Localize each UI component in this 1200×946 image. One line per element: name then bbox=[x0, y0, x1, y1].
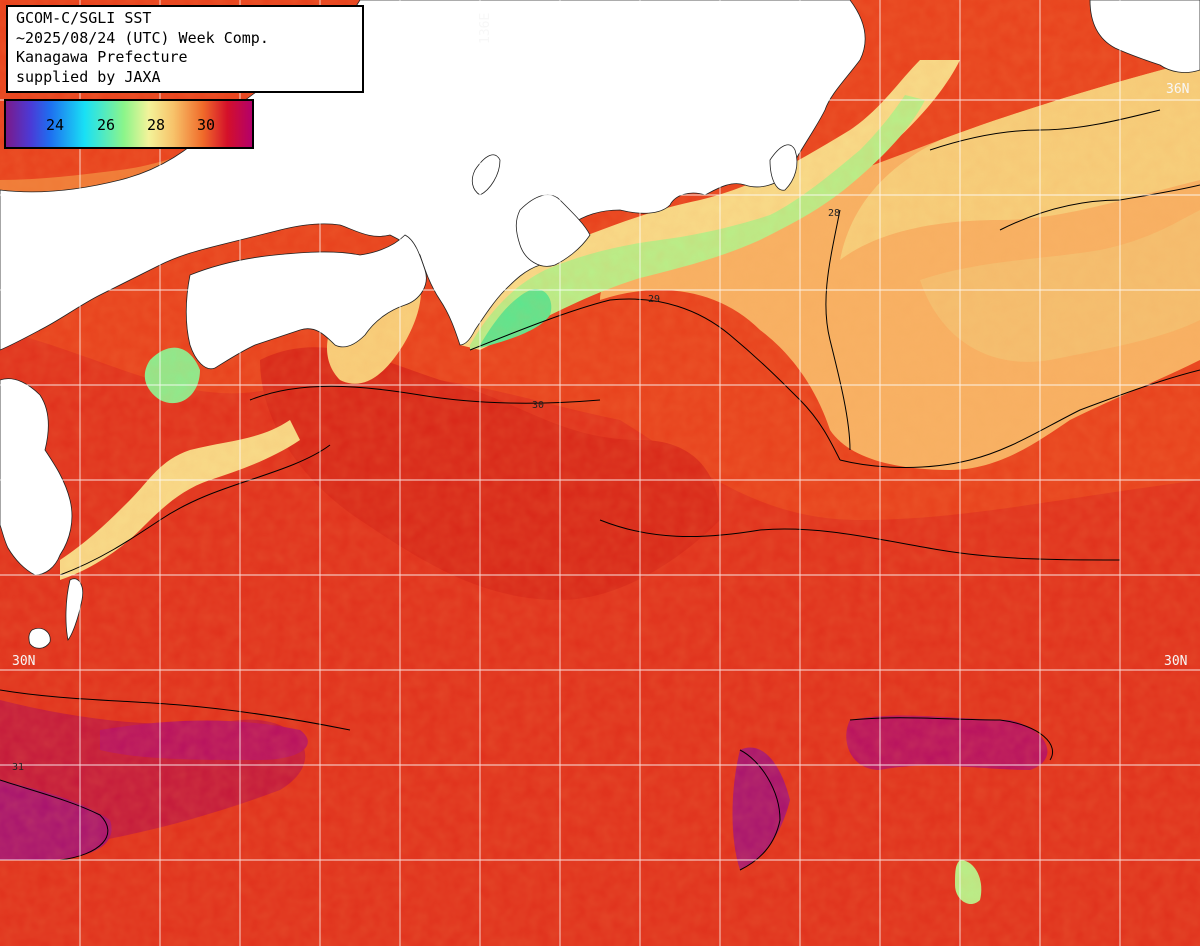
land-kanto bbox=[1089, 0, 1200, 73]
color-bar-tick-30: 30 bbox=[197, 116, 216, 134]
lon-label-136e: 136E bbox=[478, 12, 493, 44]
land-yakushima bbox=[28, 627, 51, 649]
lat-label-30n-right: 30N bbox=[1164, 654, 1188, 669]
contour-label-30: 30 bbox=[532, 400, 544, 411]
title-line-region: Kanagawa Prefecture bbox=[16, 48, 188, 66]
land-kyushu bbox=[0, 378, 73, 576]
land-shikoku bbox=[185, 234, 427, 370]
title-line-product: GCOM-C/SGLI SST bbox=[16, 9, 152, 27]
contour-label-28: 28 bbox=[828, 208, 840, 219]
contour-label-29: 29 bbox=[648, 294, 660, 305]
lat-label-30n-left: 30N bbox=[12, 654, 36, 669]
color-bar-tick-28: 28 bbox=[147, 116, 166, 134]
color-bar-legend: 24 26 28 30 bbox=[4, 99, 254, 149]
color-bar-tick-26: 26 bbox=[97, 116, 116, 134]
land-honshu bbox=[0, 0, 866, 351]
color-bar-tick-24: 24 bbox=[46, 116, 65, 134]
land-kii-peninsula bbox=[515, 194, 591, 267]
title-box: GCOM-C/SGLI SST ~2025/08/24 (UTC) Week C… bbox=[6, 5, 364, 93]
land-izu bbox=[769, 144, 798, 191]
land-awaji bbox=[471, 154, 501, 196]
contour-lines bbox=[0, 109, 1200, 871]
title-line-credit: supplied by JAXA bbox=[16, 67, 161, 86]
lat-label-36n: 36N bbox=[1166, 82, 1190, 97]
contour-value-labels: 28 29 30 31 bbox=[12, 208, 840, 773]
land-layer bbox=[0, 0, 1200, 649]
title-line-date: ~2025/08/24 (UTC) Week Comp. bbox=[16, 28, 269, 47]
contour-label-31: 31 bbox=[12, 762, 24, 773]
